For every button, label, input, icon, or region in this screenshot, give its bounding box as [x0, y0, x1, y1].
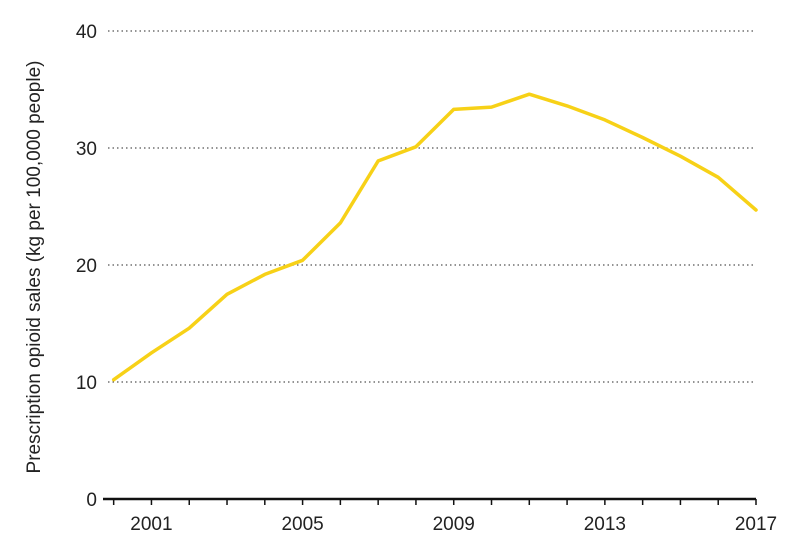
gridlines	[108, 30, 756, 383]
x-tick-label: 2009	[433, 514, 475, 535]
x-tick-label: 2017	[735, 514, 777, 535]
y-tick-label: 0	[86, 490, 97, 511]
y-axis-label: Prescription opioid sales (kg per 100,00…	[24, 61, 45, 474]
x-tick-label: 2005	[281, 514, 323, 535]
y-tick-label: 10	[76, 373, 97, 394]
series-layer	[111, 92, 758, 382]
y-tick-label: 20	[76, 256, 97, 277]
y-tick-label: 30	[76, 139, 97, 160]
x-tick-label: 2001	[130, 514, 172, 535]
axes: 0 10 20 30 40 2001 2005 2009 2013 2017	[76, 22, 777, 535]
x-tick-label: 2013	[584, 514, 626, 535]
series-line-0	[111, 92, 758, 382]
y-tick-label: 40	[76, 22, 97, 43]
